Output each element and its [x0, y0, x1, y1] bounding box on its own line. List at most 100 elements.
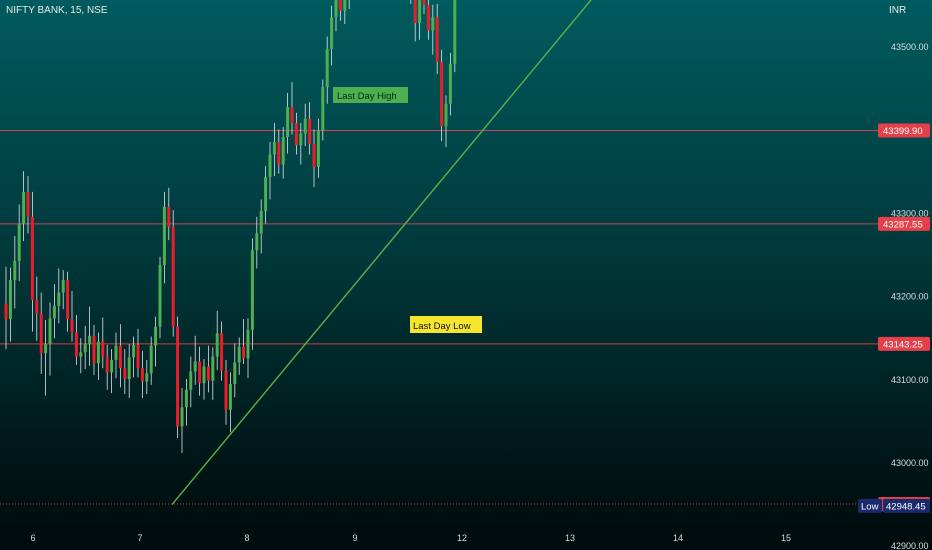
candle-body: [440, 62, 444, 127]
candle: [290, 82, 294, 135]
candle-body: [242, 346, 246, 359]
trendline: [171, 0, 592, 506]
candle-body: [66, 280, 70, 320]
candle-body: [22, 191, 26, 224]
candle-body: [88, 335, 92, 345]
candle-body: [321, 87, 325, 131]
candle-body: [48, 318, 52, 345]
candle: [193, 335, 197, 385]
candle: [348, 0, 350, 9]
candle-body: [277, 142, 281, 165]
level-price-label: 43287.55: [883, 219, 923, 230]
candle: [444, 95, 448, 147]
candle-body: [96, 341, 100, 364]
candle-body: [189, 371, 193, 390]
candle: [39, 292, 43, 375]
candle-body: [101, 341, 105, 357]
candle: [211, 347, 215, 400]
candle-body: [448, 63, 452, 104]
candle: [334, 0, 338, 32]
candle: [61, 270, 65, 310]
candle-body: [215, 333, 219, 357]
candle: [127, 344, 131, 399]
candle-body: [334, 0, 338, 18]
candle-body: [184, 389, 188, 408]
time-tick-label: 14: [673, 533, 683, 543]
candle: [418, 0, 422, 40]
candle: [44, 319, 48, 396]
candle-body: [435, 17, 439, 63]
candle: [410, 0, 412, 4]
candle: [259, 199, 263, 254]
candle: [308, 102, 312, 155]
candle-body: [162, 206, 166, 266]
level-price-box: [878, 336, 930, 351]
candle: [343, 0, 347, 24]
candle: [281, 127, 285, 179]
candle: [413, 0, 417, 42]
candle: [92, 324, 96, 375]
candle-body: [79, 352, 83, 357]
time-axis: 6 7 8 9 12 13 14 15: [30, 533, 791, 543]
time-tick-label: 9: [352, 533, 357, 543]
candle-body: [127, 357, 131, 380]
candle-body: [413, 0, 417, 24]
candle-body: [136, 344, 140, 369]
candle: [74, 314, 78, 365]
candle: [70, 290, 74, 342]
low-tag: Low: [861, 501, 879, 512]
candle-body: [444, 103, 448, 127]
candle: [57, 268, 61, 324]
candle: [202, 359, 206, 400]
candle: [101, 317, 105, 369]
candle: [220, 321, 224, 381]
time-tick-label: 6: [30, 533, 35, 543]
candle: [123, 349, 127, 394]
candle: [268, 142, 272, 200]
candle-body: [325, 48, 329, 88]
candle: [118, 324, 122, 388]
candle: [167, 187, 171, 241]
trendline-layer: [171, 0, 592, 506]
price-tick-label: 43100.00: [891, 375, 929, 385]
price-tick-label: 43500.00: [891, 42, 929, 52]
candle-body: [114, 345, 118, 360]
candle: [422, 0, 426, 14]
candle-body: [26, 191, 30, 217]
candles: [4, 0, 457, 454]
candle: [277, 129, 281, 174]
low-price: 42948.45: [886, 501, 926, 512]
candle-body: [110, 359, 114, 373]
candle: [105, 344, 109, 390]
candle-body: [30, 216, 34, 301]
candle: [22, 171, 26, 241]
candle: [162, 191, 166, 284]
candle-body: [233, 362, 237, 384]
candle-body: [8, 280, 12, 320]
price-tick-label: 43300.00: [891, 209, 929, 219]
candle: [435, 3, 439, 74]
candle-body: [149, 345, 153, 374]
level-price-label: 43399.90: [883, 126, 923, 137]
candle: [294, 112, 298, 155]
candle-body: [250, 250, 254, 330]
candle: [140, 350, 144, 399]
candle-body: [281, 137, 285, 165]
candle-body: [294, 122, 298, 146]
candle-body: [57, 292, 61, 306]
candle: [110, 349, 114, 394]
candle-body: [105, 356, 109, 373]
candle: [132, 336, 136, 378]
candle-body: [206, 366, 210, 381]
candle: [233, 343, 237, 398]
candle-body: [211, 356, 215, 381]
candle-body: [330, 17, 334, 49]
time-tick-label: 8: [244, 533, 249, 543]
candle-body: [431, 17, 435, 31]
candle: [13, 235, 17, 309]
candle: [255, 216, 259, 269]
candle-body: [74, 332, 78, 357]
candle-body: [316, 130, 320, 167]
candle: [4, 266, 8, 350]
candle: [426, 0, 430, 40]
